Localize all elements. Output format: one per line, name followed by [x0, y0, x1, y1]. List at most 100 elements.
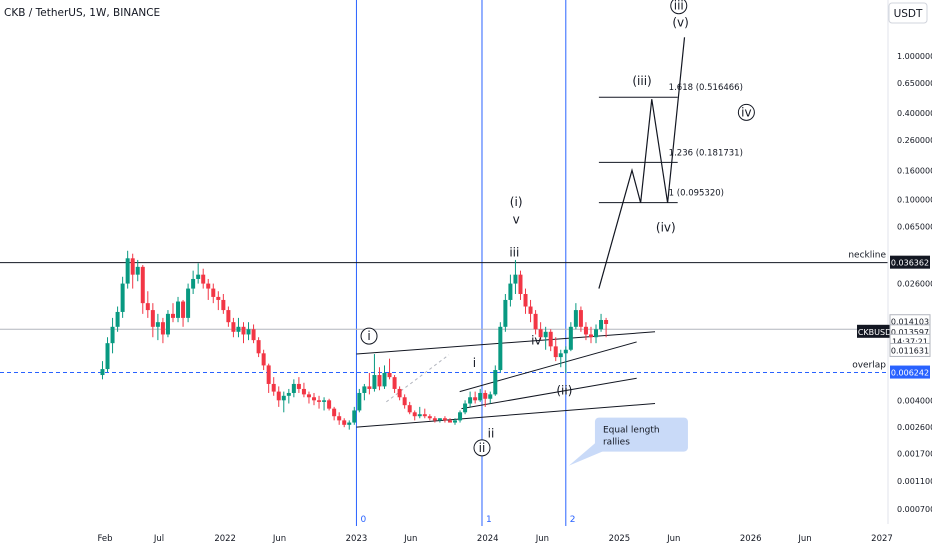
candle — [382, 365, 387, 389]
candle — [286, 388, 291, 404]
candle — [140, 265, 145, 314]
wave-label: (iii) — [632, 74, 651, 88]
fib-level-label: 1.618 (0.516466) — [669, 83, 743, 93]
candle — [453, 418, 458, 425]
candle — [216, 291, 221, 311]
wave-label: (iv) — [656, 220, 676, 234]
candle — [518, 270, 523, 300]
wave-label: (ii) — [556, 383, 572, 397]
candle-body — [311, 397, 316, 401]
candle — [176, 296, 181, 323]
candle-body — [211, 288, 216, 297]
candle — [201, 268, 206, 289]
candle-body — [160, 322, 165, 335]
price-tick-label: 0.100000 — [897, 196, 932, 205]
candle — [296, 377, 301, 393]
candle-body — [468, 397, 473, 404]
wave-label-circle — [473, 439, 491, 457]
candle — [458, 410, 463, 423]
callout: Equal length rallies — [568, 417, 688, 466]
wave-label: (v) — [672, 16, 688, 30]
candle — [110, 317, 115, 354]
fib-level-label: 1 (0.095320) — [669, 189, 724, 199]
candle-body — [181, 301, 186, 318]
candle-body — [140, 266, 145, 304]
candle-body — [120, 283, 125, 312]
candle-body — [463, 403, 468, 413]
candle — [548, 329, 553, 352]
wave-label-circle — [670, 0, 688, 15]
time-tick-label: Jun — [535, 534, 549, 544]
candle — [367, 372, 372, 395]
trend-line — [356, 331, 656, 355]
candle-body — [493, 370, 498, 395]
candle-body — [115, 311, 120, 327]
candle — [145, 291, 150, 318]
candle-body — [543, 331, 548, 338]
wave-label-text: (i) — [510, 195, 523, 209]
callout-text: rallies — [603, 438, 630, 448]
price-axis[interactable]: 1.000000 0.650000 0.400000 0.260000 0.160000… — [857, 52, 932, 514]
wave-label: iv — [737, 103, 755, 121]
candle — [488, 391, 493, 404]
candle-body — [533, 313, 538, 330]
trend-lines — [356, 331, 656, 428]
candle — [442, 416, 447, 423]
candle-body — [553, 346, 558, 358]
price-badge[interactable]: CKBUSDT — [857, 324, 897, 338]
price-badge-label: CKBUSDT — [858, 328, 896, 337]
level-label: neckline — [848, 251, 886, 261]
candle-body — [150, 310, 155, 327]
price-badge[interactable]: 0.011631 — [889, 342, 931, 357]
currency-label: USDT — [894, 8, 923, 20]
trend-line — [459, 341, 637, 393]
price-badge[interactable]: 0.036362 — [890, 255, 930, 269]
trend-line — [461, 377, 637, 410]
candle — [160, 317, 165, 344]
time-cycle-label: 0 — [360, 515, 366, 525]
candle — [573, 303, 578, 330]
candle — [271, 377, 276, 396]
price-badge[interactable]: 0.006242 — [890, 365, 930, 379]
candle-body — [291, 383, 296, 393]
candle-body — [578, 310, 583, 327]
currency-button[interactable] — [888, 2, 928, 24]
candle-body — [382, 372, 387, 387]
time-tick-label: Jun — [666, 534, 680, 544]
price-tick-label: 0.001700 — [897, 450, 932, 459]
price-badge-label: 0.006242 — [891, 369, 929, 378]
wave-label: v — [513, 213, 520, 227]
candle — [327, 398, 332, 411]
fibonacci-levels: 1.618 (0.516466) 1.236 (0.181731) 1 (0.095… — [598, 83, 743, 204]
candle-body — [176, 301, 181, 318]
candle-body — [563, 349, 568, 354]
candle — [543, 326, 548, 350]
candle-body — [387, 372, 392, 378]
candle-body — [594, 329, 599, 338]
candle-body — [367, 386, 372, 389]
candle — [317, 395, 322, 409]
candle — [528, 299, 533, 323]
candle — [246, 322, 251, 341]
candle-body — [432, 418, 437, 421]
candle — [170, 303, 175, 323]
price-badge-bg — [890, 255, 930, 269]
candle-body — [337, 416, 342, 421]
price-tick-label: 0.260000 — [897, 136, 932, 145]
candle — [165, 310, 170, 338]
candle-body — [125, 258, 130, 284]
wave-label-text: v — [513, 213, 520, 227]
candle-body — [588, 334, 593, 338]
candle — [412, 410, 417, 421]
time-axis[interactable]: Feb Jul 2022 Jun 2023 Jun 2024 Jun 2025 Jun 2026 Ju… — [97, 534, 892, 544]
candle-body — [392, 377, 397, 389]
candle-body — [145, 303, 150, 311]
time-tick-label: 2026 — [740, 534, 762, 544]
wave-label: iii — [509, 246, 519, 260]
time-cycle-label: 1 — [486, 515, 492, 525]
candle-body — [296, 383, 301, 389]
candle-body — [301, 388, 306, 395]
candle-body — [518, 274, 523, 295]
